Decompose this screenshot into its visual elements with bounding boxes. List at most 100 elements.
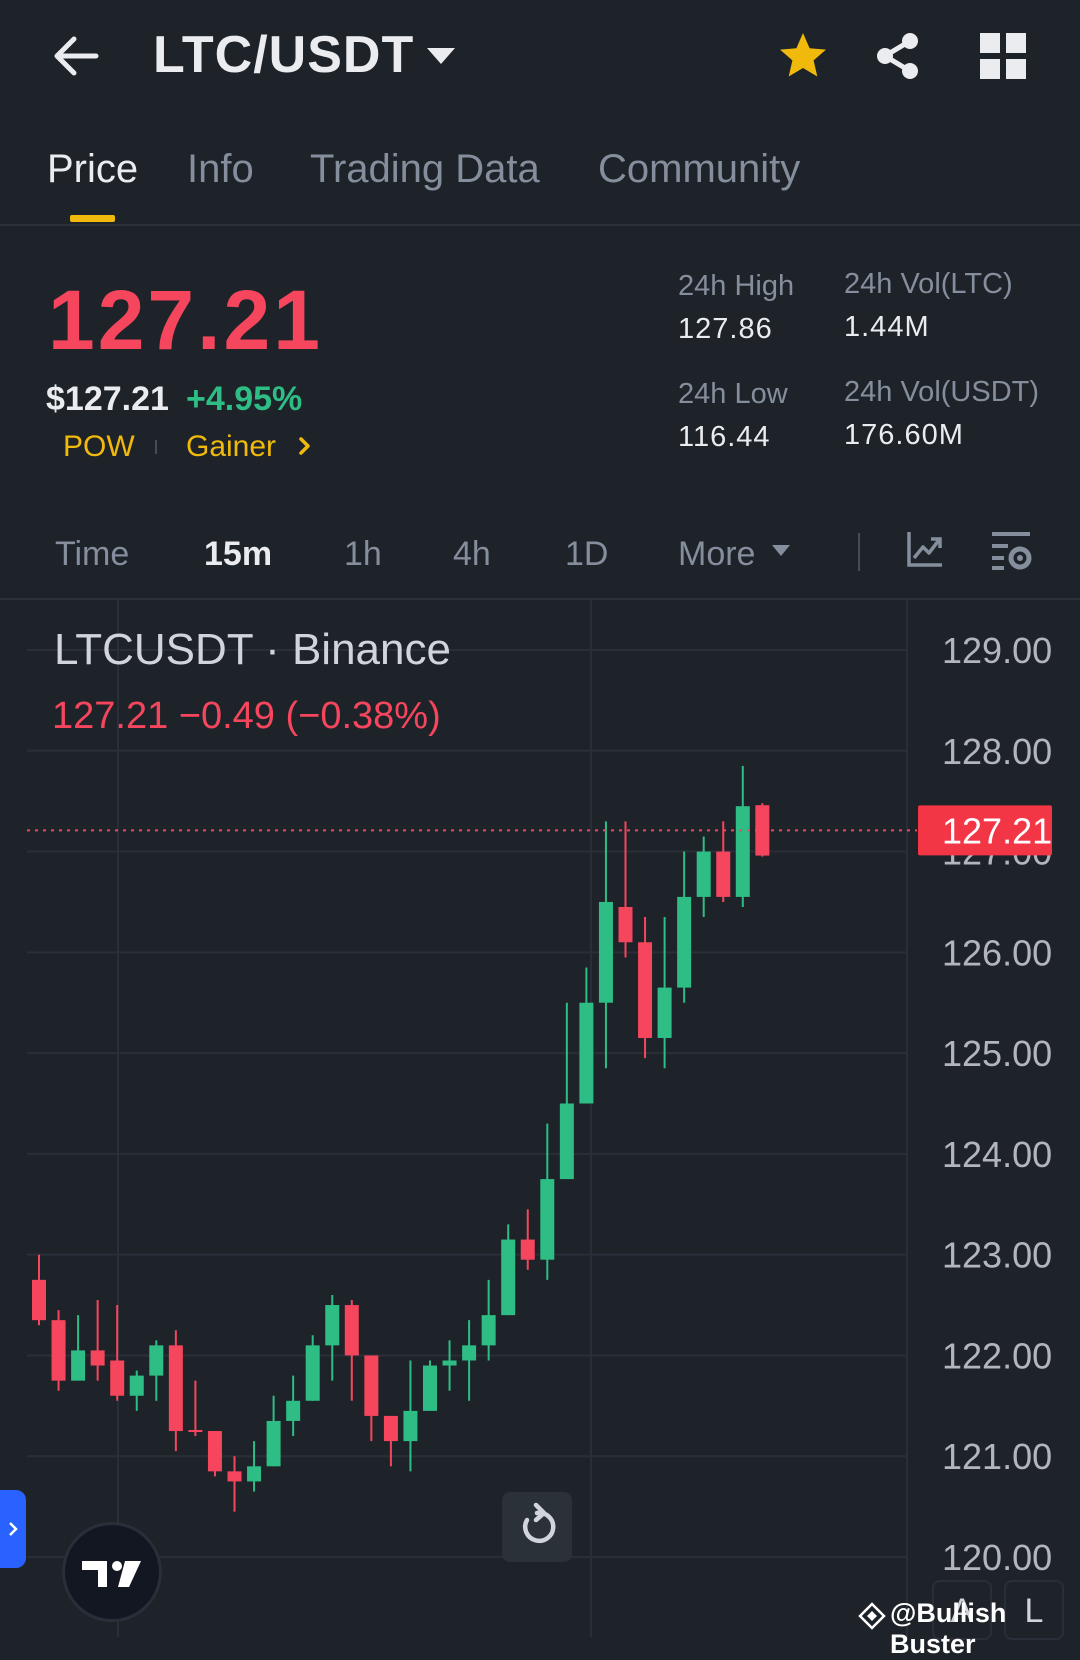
candle-body bbox=[168, 1345, 183, 1432]
candle-body bbox=[657, 987, 672, 1038]
candle-body bbox=[247, 1466, 262, 1482]
candle-body bbox=[71, 1350, 86, 1381]
chevron-right-icon bbox=[9, 1522, 18, 1536]
share-icon[interactable] bbox=[872, 30, 924, 82]
back-arrow-icon[interactable] bbox=[50, 30, 102, 82]
interval-15m[interactable]: 15m bbox=[204, 535, 273, 573]
candle-body bbox=[462, 1345, 477, 1361]
candle-body bbox=[442, 1360, 457, 1366]
candle-down bbox=[364, 1355, 379, 1442]
interval-4h[interactable]: 4h bbox=[453, 535, 491, 573]
candle-up bbox=[735, 765, 750, 907]
candle-down bbox=[716, 821, 731, 902]
candle-down bbox=[188, 1380, 203, 1437]
candle-body bbox=[364, 1355, 379, 1416]
tab-price[interactable]: Price bbox=[47, 147, 139, 191]
candle-down bbox=[110, 1305, 125, 1401]
log-scale-button[interactable]: L bbox=[1004, 1580, 1064, 1640]
candle-body bbox=[716, 851, 731, 897]
last-price: 127.21 bbox=[48, 273, 323, 367]
candle-body bbox=[266, 1420, 281, 1467]
chart-settings-icon[interactable] bbox=[990, 528, 1034, 572]
favorite-star-icon[interactable] bbox=[777, 30, 829, 82]
tag-pow[interactable]: POW bbox=[63, 430, 135, 463]
y-tick-label: 121.00 bbox=[942, 1436, 1052, 1477]
candle-down bbox=[638, 917, 653, 1059]
candle-body bbox=[383, 1415, 398, 1442]
grid-menu-icon[interactable] bbox=[980, 33, 1026, 79]
candle-body bbox=[579, 1002, 594, 1104]
tab-trading-data[interactable]: Trading Data bbox=[310, 147, 540, 191]
auto-scale-button[interactable]: A bbox=[932, 1580, 992, 1640]
candle-body bbox=[51, 1320, 66, 1381]
candle-up bbox=[286, 1375, 301, 1437]
candle-down bbox=[227, 1456, 242, 1512]
change-percent: +4.95% bbox=[186, 380, 303, 418]
vol-ltc-label: 24h Vol(LTC) bbox=[844, 268, 1013, 300]
reset-chart-button[interactable] bbox=[502, 1492, 572, 1562]
divider bbox=[858, 533, 860, 571]
current-price-label: 127.21 bbox=[942, 810, 1052, 851]
tab-info[interactable]: Info bbox=[187, 147, 254, 191]
candle-body bbox=[481, 1315, 496, 1346]
candle-up bbox=[696, 836, 711, 918]
watermark-text: @Bullish Buster bbox=[890, 1598, 1007, 1659]
usd-price: $127.21 bbox=[46, 380, 169, 418]
log-scale-label: L bbox=[1024, 1592, 1044, 1630]
candle-body bbox=[618, 906, 633, 943]
candle-body bbox=[696, 851, 711, 897]
candle-body bbox=[188, 1430, 203, 1433]
candle-body bbox=[90, 1350, 105, 1366]
tradingview-logo-icon bbox=[82, 1561, 141, 1587]
indicator-chart-icon[interactable] bbox=[906, 530, 944, 568]
candle-body bbox=[286, 1400, 301, 1421]
candle-body bbox=[559, 1103, 574, 1180]
chart-quote: 127.21 −0.49 (−0.38%) bbox=[52, 695, 441, 737]
candle-up bbox=[423, 1360, 437, 1411]
high-label: 24h High bbox=[678, 270, 795, 302]
tradingview-logo[interactable] bbox=[62, 1522, 162, 1622]
candle-body bbox=[227, 1471, 242, 1482]
tag-gainer[interactable]: Gainer bbox=[186, 430, 277, 463]
side-panel-handle[interactable] bbox=[0, 1490, 26, 1568]
candle-up bbox=[442, 1340, 457, 1391]
candle-down bbox=[32, 1254, 46, 1326]
candle-body bbox=[149, 1345, 164, 1376]
candle-up bbox=[247, 1441, 262, 1492]
y-tick-label: 128.00 bbox=[942, 731, 1052, 772]
interval-1d[interactable]: 1D bbox=[565, 535, 609, 573]
candle-up bbox=[403, 1360, 418, 1472]
y-tick-label: 120.00 bbox=[942, 1537, 1052, 1578]
low-label: 24h Low bbox=[678, 378, 788, 410]
interval-time[interactable]: Time bbox=[55, 535, 130, 573]
candlestick-chart[interactable]: 129.00128.00127.00126.00125.00124.00123.… bbox=[0, 600, 1080, 1637]
candle-body bbox=[403, 1410, 418, 1442]
chevron-right-icon[interactable] bbox=[296, 434, 314, 458]
tag-separator bbox=[155, 440, 157, 454]
candle-body bbox=[638, 942, 653, 1038]
y-tick-label: 124.00 bbox=[942, 1134, 1052, 1175]
candle-body bbox=[677, 896, 692, 988]
candle-up bbox=[481, 1279, 496, 1361]
pair-title[interactable]: LTC/USDT bbox=[153, 26, 415, 84]
candle-down bbox=[168, 1330, 183, 1452]
tab-community[interactable]: Community bbox=[598, 147, 801, 191]
caret-down-icon[interactable] bbox=[425, 44, 457, 68]
candle-down bbox=[520, 1209, 535, 1270]
low-value: 116.44 bbox=[678, 421, 771, 453]
y-tick-label: 126.00 bbox=[942, 932, 1052, 973]
candle-up bbox=[559, 1002, 574, 1180]
candle-up bbox=[598, 821, 613, 1069]
candle-up bbox=[325, 1294, 340, 1381]
candle-down bbox=[207, 1431, 222, 1477]
interval-1h[interactable]: 1h bbox=[344, 535, 382, 573]
vol-usdt-value: 176.60M bbox=[844, 419, 964, 451]
refresh-icon bbox=[523, 1502, 556, 1544]
candle-body bbox=[129, 1375, 144, 1396]
caret-down-icon[interactable] bbox=[771, 544, 791, 558]
divider bbox=[0, 224, 1080, 226]
vol-usdt-label: 24h Vol(USDT) bbox=[844, 376, 1040, 408]
chart-symbol-title: LTCUSDT · Binance bbox=[54, 625, 451, 674]
watermark: @Bullish Buster bbox=[890, 1598, 1080, 1660]
interval-more[interactable]: More bbox=[678, 535, 756, 573]
